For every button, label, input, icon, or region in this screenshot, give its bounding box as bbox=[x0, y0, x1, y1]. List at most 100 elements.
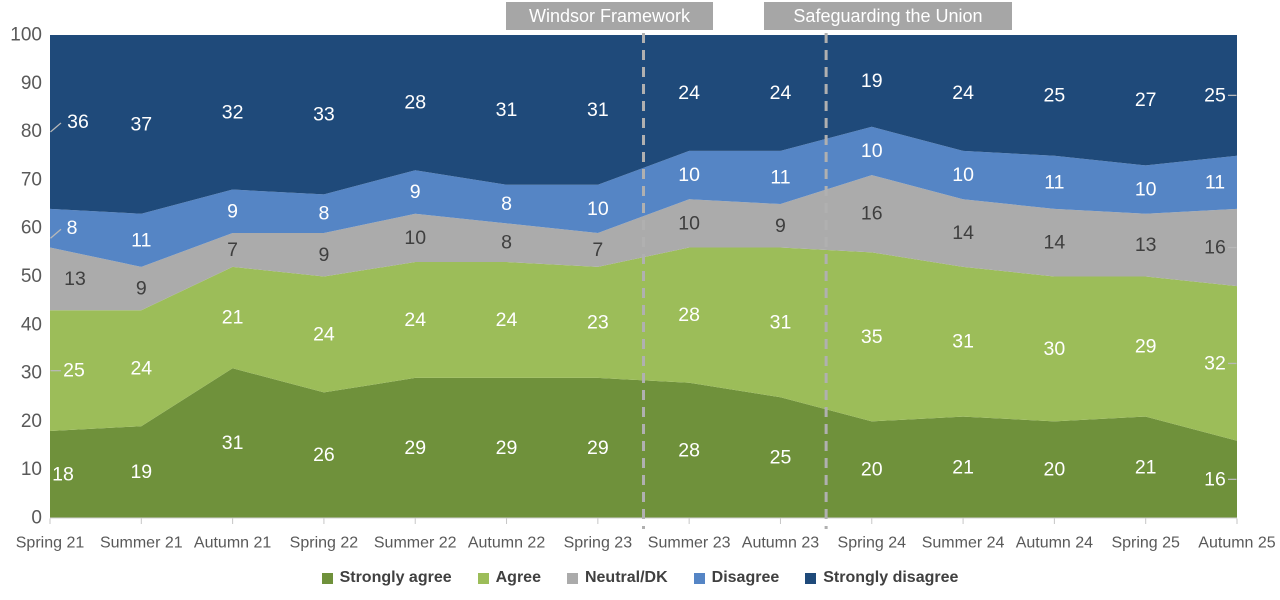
legend-label-disagree: Disagree bbox=[711, 569, 780, 586]
data-label-neutral-dk-summer-23: 10 bbox=[678, 212, 700, 234]
data-label-strongly-agree-spring-24: 20 bbox=[861, 459, 883, 481]
x-axis-label-spring-21: Spring 21 bbox=[16, 535, 85, 552]
y-axis-label-100: 100 bbox=[10, 25, 42, 46]
legend-swatch-agree bbox=[477, 572, 489, 584]
y-axis-label-10: 10 bbox=[21, 459, 42, 480]
data-label-neutral-dk-summer-21: 9 bbox=[136, 278, 147, 300]
data-label-strongly-disagree-autumn-24: 25 bbox=[1044, 84, 1066, 106]
y-axis-label-70: 70 bbox=[21, 169, 42, 190]
legend-label-neutral-dk: Neutral/DK bbox=[584, 569, 668, 586]
x-axis-label-spring-22: Spring 22 bbox=[290, 535, 359, 552]
data-label-agree-autumn-25: 32 bbox=[1204, 352, 1226, 374]
x-axis-label-autumn-22: Autumn 22 bbox=[468, 535, 545, 552]
data-label-strongly-agree-summer-24: 21 bbox=[952, 456, 974, 478]
data-label-neutral-dk-summer-22: 10 bbox=[404, 227, 426, 249]
data-label-neutral-dk-autumn-21: 7 bbox=[227, 239, 238, 261]
data-label-strongly-disagree-spring-22: 33 bbox=[313, 104, 335, 126]
legend-swatch-strongly-agree bbox=[321, 572, 333, 584]
legend-label-strongly-agree: Strongly agree bbox=[339, 569, 452, 586]
data-label-agree-spring-25: 29 bbox=[1135, 336, 1157, 358]
area-disagree bbox=[50, 126, 1237, 267]
data-label-agree-summer-23: 28 bbox=[678, 304, 700, 326]
data-label-strongly-agree-autumn-21: 31 bbox=[222, 432, 244, 454]
data-label-agree-spring-24: 35 bbox=[861, 326, 883, 348]
legend-item-disagree: Disagree bbox=[693, 569, 780, 587]
x-axis-label-autumn-23: Autumn 23 bbox=[742, 535, 819, 552]
y-axis-label-40: 40 bbox=[21, 314, 42, 335]
x-axis-label-summer-22: Summer 22 bbox=[374, 535, 457, 552]
data-label-strongly-agree-autumn-23: 25 bbox=[770, 447, 792, 469]
data-label-agree-autumn-23: 31 bbox=[770, 311, 792, 333]
annotation-safeguarding-the-union: Safeguarding the Union bbox=[764, 2, 1012, 30]
leader-line-first-disagree bbox=[50, 228, 62, 239]
data-label-neutral-dk-autumn-23: 9 bbox=[775, 215, 786, 237]
data-label-neutral-dk-spring-25: 13 bbox=[1135, 234, 1157, 256]
y-axis-label-0: 0 bbox=[31, 508, 42, 529]
data-label-strongly-disagree-summer-23: 24 bbox=[678, 82, 700, 104]
data-label-strongly-agree-summer-22: 29 bbox=[404, 437, 426, 459]
data-label-agree-summer-21: 24 bbox=[130, 357, 152, 379]
data-label-strongly-agree-spring-25: 21 bbox=[1135, 456, 1157, 478]
data-label-agree-spring-23: 23 bbox=[587, 311, 609, 333]
data-label-neutral-dk-autumn-24: 14 bbox=[1044, 232, 1066, 254]
data-label-neutral-dk-spring-23: 7 bbox=[592, 239, 603, 261]
data-label-strongly-disagree-spring-23: 31 bbox=[587, 99, 609, 121]
data-label-strongly-disagree-summer-22: 28 bbox=[404, 92, 426, 114]
x-axis-label-summer-21: Summer 21 bbox=[100, 535, 183, 552]
data-label-agree-autumn-24: 30 bbox=[1044, 338, 1066, 360]
data-label-strongly-agree-spring-23: 29 bbox=[587, 437, 609, 459]
data-label-disagree-summer-22: 9 bbox=[410, 181, 421, 203]
data-label-disagree-autumn-25: 11 bbox=[1205, 171, 1225, 193]
y-axis-label-80: 80 bbox=[21, 121, 42, 142]
data-label-disagree-spring-25: 10 bbox=[1135, 179, 1157, 201]
leader-line-first-strongly-disagree bbox=[50, 122, 62, 133]
data-label-strongly-disagree-autumn-21: 32 bbox=[222, 101, 244, 123]
chart-legend: Strongly agree Agree Neutral/DK Disagree Str… bbox=[0, 566, 1280, 590]
y-axis-label-90: 90 bbox=[21, 73, 42, 94]
y-axis-label-20: 20 bbox=[21, 411, 42, 432]
legend-swatch-neutral-dk bbox=[566, 572, 578, 584]
legend-item-agree: Agree bbox=[477, 569, 541, 587]
legend-label-agree: Agree bbox=[495, 569, 541, 586]
data-label-strongly-disagree-summer-24: 24 bbox=[952, 82, 974, 104]
data-label-neutral-dk-autumn-25: 16 bbox=[1204, 237, 1226, 259]
data-label-strongly-agree-spring-21: 18 bbox=[52, 464, 74, 486]
data-label-disagree-spring-23: 10 bbox=[587, 198, 609, 220]
data-label-agree-spring-21: 25 bbox=[63, 360, 85, 382]
data-label-disagree-autumn-22: 8 bbox=[501, 193, 512, 215]
y-axis-label-60: 60 bbox=[21, 218, 42, 239]
data-label-strongly-disagree-autumn-22: 31 bbox=[496, 99, 518, 121]
data-label-strongly-agree-autumn-22: 29 bbox=[496, 437, 518, 459]
data-label-neutral-dk-spring-21: 13 bbox=[64, 268, 86, 290]
y-axis-label-50: 50 bbox=[21, 266, 42, 287]
x-axis-label-summer-24: Summer 24 bbox=[922, 535, 1005, 552]
data-label-neutral-dk-summer-24: 14 bbox=[952, 222, 974, 244]
data-label-strongly-disagree-autumn-25: 25 bbox=[1204, 84, 1226, 106]
legend-label-strongly-disagree: Strongly disagree bbox=[823, 569, 959, 586]
legend-swatch-strongly-disagree bbox=[805, 572, 817, 584]
legend-item-strongly-disagree: Strongly disagree bbox=[805, 569, 958, 587]
data-label-neutral-dk-autumn-22: 8 bbox=[501, 232, 512, 254]
data-label-disagree-summer-24: 10 bbox=[952, 164, 974, 186]
x-axis-label-summer-23: Summer 23 bbox=[648, 535, 731, 552]
data-label-disagree-spring-24: 10 bbox=[861, 140, 883, 162]
x-axis-label-autumn-24: Autumn 24 bbox=[1016, 535, 1093, 552]
data-label-disagree-summer-21: 11 bbox=[131, 229, 151, 251]
data-label-disagree-autumn-23: 11 bbox=[770, 166, 790, 188]
data-label-agree-spring-22: 24 bbox=[313, 323, 335, 345]
x-axis-label-spring-25: Spring 25 bbox=[1111, 535, 1180, 552]
x-axis-label-autumn-25: Autumn 25 bbox=[1198, 535, 1275, 552]
x-axis-label-spring-24: Spring 24 bbox=[838, 535, 907, 552]
data-label-neutral-dk-spring-24: 16 bbox=[861, 203, 883, 225]
data-label-disagree-spring-22: 8 bbox=[318, 203, 329, 225]
data-label-strongly-disagree-summer-21: 37 bbox=[130, 113, 152, 135]
data-label-agree-autumn-21: 21 bbox=[222, 307, 244, 329]
data-label-strongly-agree-summer-23: 28 bbox=[678, 439, 700, 461]
x-axis-label-autumn-21: Autumn 21 bbox=[194, 535, 271, 552]
data-label-agree-summer-24: 31 bbox=[952, 331, 974, 353]
y-axis-label-30: 30 bbox=[21, 363, 42, 384]
data-label-strongly-disagree-autumn-23: 24 bbox=[770, 82, 792, 104]
data-label-strongly-agree-summer-21: 19 bbox=[130, 461, 152, 483]
